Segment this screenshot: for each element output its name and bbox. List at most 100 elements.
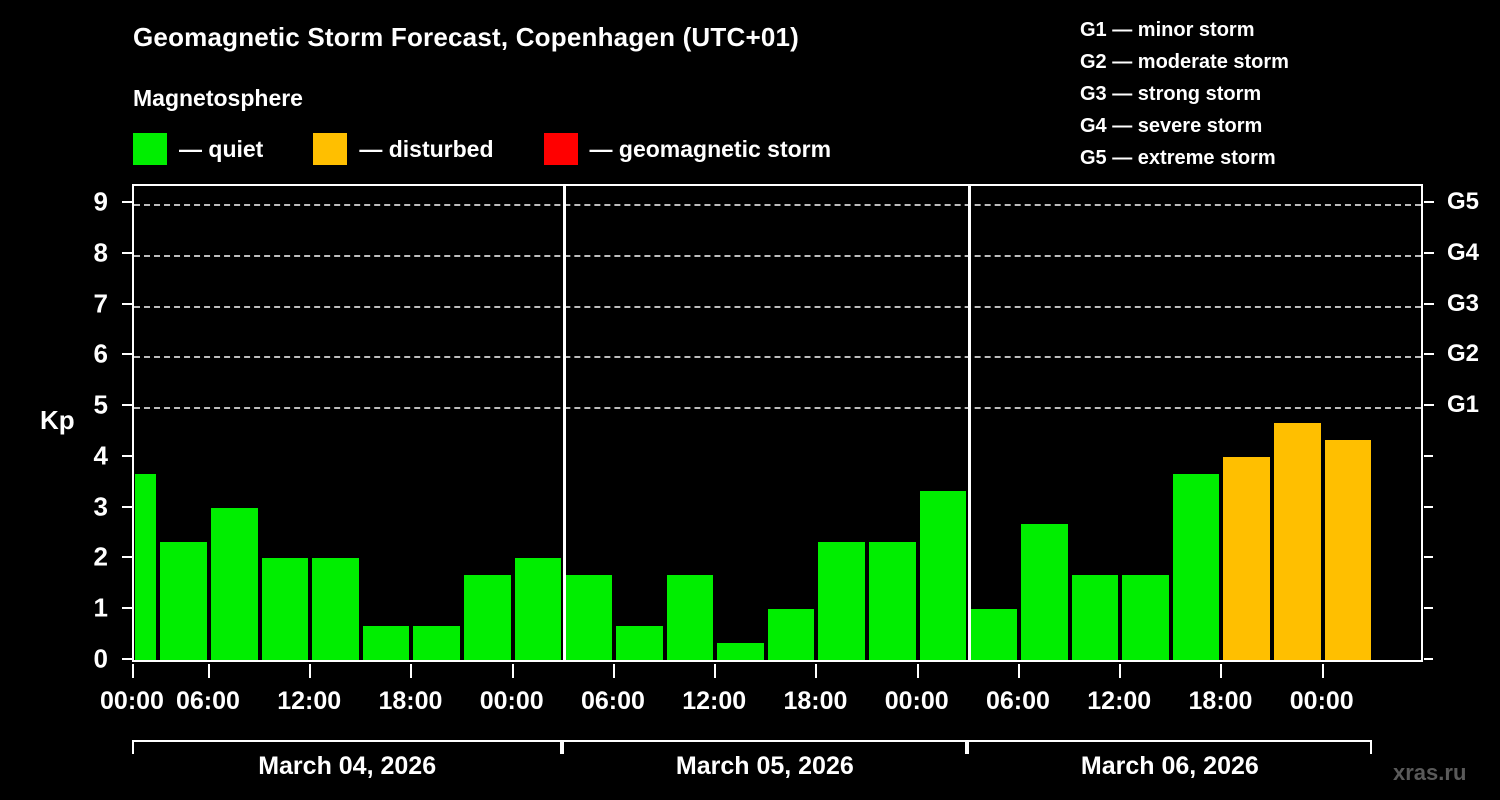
bar[interactable] xyxy=(362,625,410,660)
legend-item-storm: — geomagnetic storm xyxy=(543,133,832,165)
x-axis-tick xyxy=(815,664,818,678)
x-axis-tick-label: 18:00 xyxy=(378,687,443,715)
y-axis-tick-label: 4 xyxy=(93,440,108,471)
g-scale-row-g4: G4 — severe storm xyxy=(1080,115,1263,137)
y-axis-tick xyxy=(122,404,132,407)
chart-bars-container xyxy=(134,186,1421,660)
right-axis-minor-tick xyxy=(1424,556,1433,559)
day-bracket xyxy=(562,740,968,754)
y-axis-tick xyxy=(122,353,132,356)
day-label: March 05, 2026 xyxy=(675,752,854,780)
y-axis-tick-label: 1 xyxy=(93,592,108,623)
bar[interactable] xyxy=(1324,440,1372,660)
bar[interactable] xyxy=(1172,473,1220,660)
magnetosphere-label: Magnetosphere xyxy=(133,85,303,111)
legend-item-disturbed: — disturbed xyxy=(313,133,494,165)
g-scale-row-g3: G3 — strong storm xyxy=(1080,83,1262,105)
bar[interactable] xyxy=(514,558,562,660)
bar[interactable] xyxy=(1223,456,1271,660)
y-axis-tick xyxy=(122,454,132,457)
legend-swatch-disturbed xyxy=(313,133,348,165)
bar[interactable] xyxy=(869,541,916,660)
bar[interactable] xyxy=(135,473,157,660)
x-axis-tick-label: 12:00 xyxy=(277,687,342,715)
x-axis-tick-label: 18:00 xyxy=(783,687,848,715)
y-axis-tick-label: 8 xyxy=(93,237,108,268)
x-axis-tick xyxy=(612,664,615,678)
g-scale-row-g1: G1 — minor storm xyxy=(1080,19,1255,41)
x-axis-tick-label: 00:00 xyxy=(1289,687,1354,715)
bar[interactable] xyxy=(1020,524,1068,660)
bar[interactable] xyxy=(818,541,866,660)
y-axis-tick-label: 7 xyxy=(93,288,108,319)
bar[interactable] xyxy=(413,625,461,660)
y-axis-tick xyxy=(122,505,132,508)
watermark: xras.ru xyxy=(1393,760,1467,785)
y-axis-tick-label: 3 xyxy=(93,491,108,522)
bar[interactable] xyxy=(261,558,309,660)
y-axis-tick xyxy=(122,658,132,660)
x-axis-tick-label: 18:00 xyxy=(1188,687,1253,715)
y-axis-title: Kp xyxy=(40,405,75,435)
x-axis-tick xyxy=(511,664,514,678)
page-title: Geomagnetic Storm Forecast, Copenhagen (… xyxy=(133,22,800,52)
x-axis-tick-label: 06:00 xyxy=(580,687,645,715)
right-axis-minor-tick xyxy=(1424,201,1433,203)
x-axis-tick-label: 12:00 xyxy=(682,687,747,715)
legend-label-disturbed: — disturbed xyxy=(359,135,494,162)
y-axis-tick-label: 2 xyxy=(93,541,108,572)
x-axis-tick xyxy=(916,664,919,678)
x-axis-tick xyxy=(132,664,134,678)
bar[interactable] xyxy=(666,575,714,660)
g-scale-row-g5: G5 — extreme storm xyxy=(1080,147,1276,169)
legend-label-storm: — geomagnetic storm xyxy=(589,135,832,162)
day-separator xyxy=(968,186,972,660)
legend: — quiet — disturbed — geomagnetic storm xyxy=(133,133,881,165)
x-axis-tick xyxy=(410,664,413,678)
g-axis-tick-label: G5 xyxy=(1447,188,1480,215)
bar[interactable] xyxy=(1071,575,1119,660)
x-axis-tick xyxy=(714,664,717,678)
g-axis-tick-label: G3 xyxy=(1447,289,1480,317)
x-axis-tick xyxy=(207,664,210,678)
gridline xyxy=(134,254,1421,257)
day-label: March 06, 2026 xyxy=(1080,752,1259,780)
right-axis-minor-tick xyxy=(1424,607,1433,610)
bar[interactable] xyxy=(565,575,612,660)
y-axis-tick xyxy=(122,556,132,559)
bar[interactable] xyxy=(767,609,815,660)
right-axis-minor-tick xyxy=(1424,353,1433,356)
x-axis-tick-label: 00:00 xyxy=(100,687,164,715)
g-scale-legend: G1 — minor storm G2 — moderate storm G3 … xyxy=(1080,14,1289,174)
bar[interactable] xyxy=(210,507,258,660)
x-axis-tick-label: 00:00 xyxy=(884,687,949,715)
x-axis-tick xyxy=(309,664,312,678)
legend-swatch-storm xyxy=(543,133,578,165)
y-axis-tick xyxy=(122,251,132,254)
bar[interactable] xyxy=(1122,575,1169,660)
g-axis-tick-label: G4 xyxy=(1447,238,1480,266)
right-axis-minor-tick xyxy=(1424,454,1433,457)
g-axis-tick-label: G2 xyxy=(1447,340,1480,368)
bar[interactable] xyxy=(615,625,663,660)
y-axis-tick xyxy=(122,201,132,203)
g-axis-tick-label: G1 xyxy=(1447,391,1480,419)
chart-plot-area xyxy=(132,184,1423,662)
bar[interactable] xyxy=(464,575,511,660)
gridline xyxy=(134,305,1421,308)
bar[interactable] xyxy=(1274,422,1321,660)
x-axis-tick-label: 06:00 xyxy=(175,687,240,715)
bar[interactable] xyxy=(970,609,1017,660)
gridline xyxy=(134,204,1421,206)
bar[interactable] xyxy=(312,558,359,660)
x-axis-tick xyxy=(1321,664,1324,678)
bar[interactable] xyxy=(717,643,764,660)
x-axis-tick xyxy=(1220,664,1223,678)
bar[interactable] xyxy=(919,490,967,660)
x-axis-tick xyxy=(1017,664,1020,678)
day-bracket xyxy=(132,740,563,754)
y-axis-tick-label: 9 xyxy=(93,186,108,217)
gridline xyxy=(134,356,1421,359)
gridline xyxy=(134,407,1421,410)
bar[interactable] xyxy=(160,541,207,660)
